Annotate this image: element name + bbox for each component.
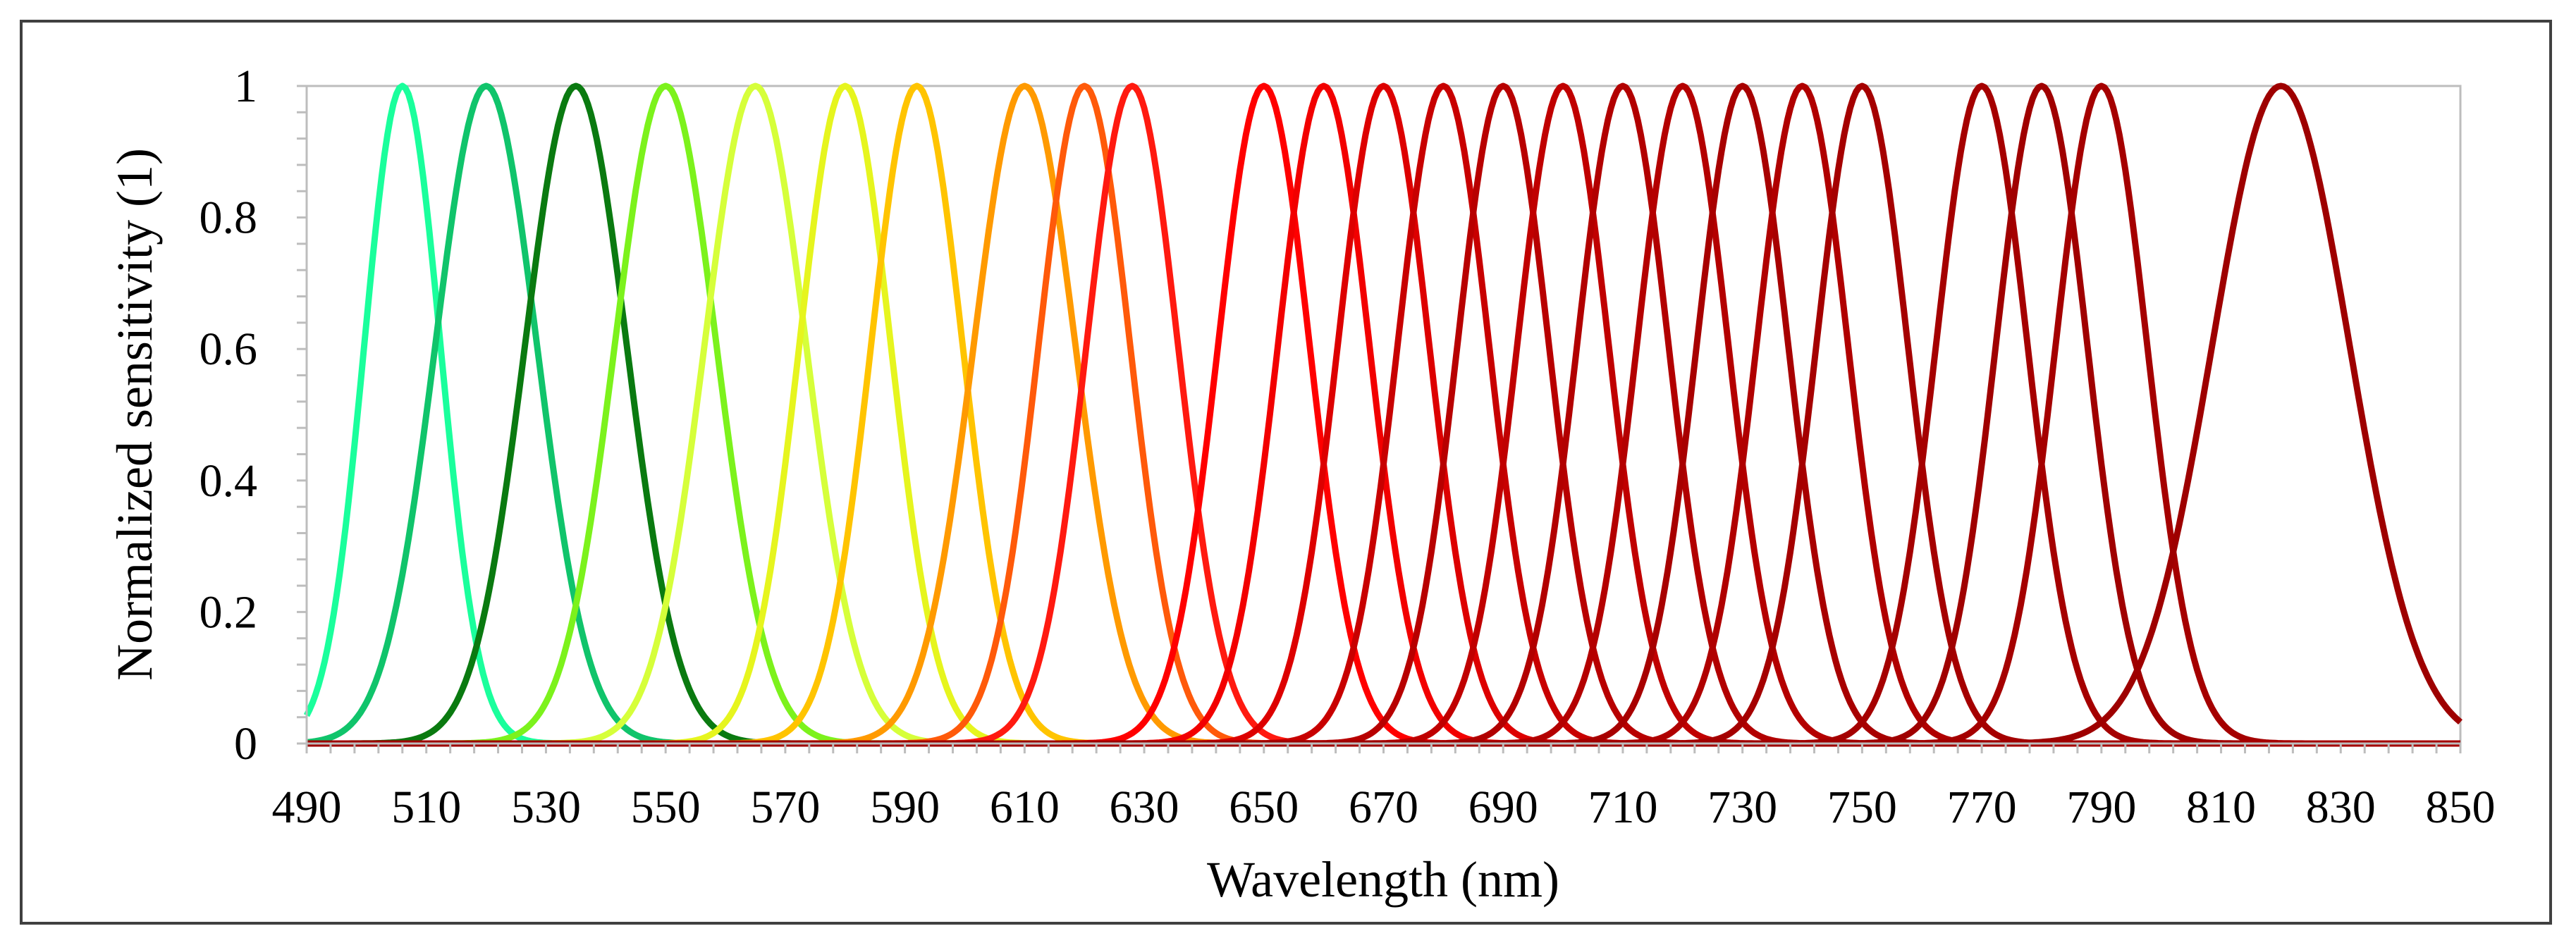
series-curve-9 xyxy=(306,82,2461,747)
x-tick-label: 750 xyxy=(1827,782,1897,833)
x-axis: 490 510 530 550 570 590 610 630 650 670 690 710 730 7… xyxy=(272,742,2496,833)
x-tick-label: 590 xyxy=(870,782,940,833)
y-axis-title: Normalized sensitivity (1) xyxy=(106,148,163,681)
x-tick-label: 690 xyxy=(1468,782,1538,833)
series-curve-15 xyxy=(306,82,2461,747)
series-curve-1 xyxy=(303,82,2461,747)
y-axis: 0 0.2 0.4 0.6 0.8 1 xyxy=(200,61,308,770)
x-tick-label: 650 xyxy=(1229,782,1299,833)
series-curve-6 xyxy=(306,82,2461,747)
x-tick-label: 670 xyxy=(1349,782,1418,833)
series-curve-8 xyxy=(306,82,2461,747)
x-tick-label: 490 xyxy=(272,782,342,833)
series-curve-11 xyxy=(306,82,2461,747)
series-curve-17 xyxy=(306,82,2461,747)
series-curve-19 xyxy=(306,82,2461,747)
x-tick-label: 510 xyxy=(391,782,461,833)
y-tick-label: 0.8 xyxy=(200,192,258,244)
series-curve-4 xyxy=(306,82,2461,747)
x-tick-label: 830 xyxy=(2306,782,2376,833)
series-curve-24 xyxy=(306,82,2461,747)
x-tick-label: 570 xyxy=(750,782,820,833)
series-curve-12 xyxy=(306,82,2461,747)
x-tick-label: 630 xyxy=(1110,782,1179,833)
series-curve-16 xyxy=(306,82,2461,747)
x-axis-title: Wavelength (nm) xyxy=(1207,851,1559,908)
series-curve-2 xyxy=(306,82,2461,747)
x-tick-label: 810 xyxy=(2186,782,2256,833)
series-curve-3 xyxy=(306,82,2461,747)
series-curve-25 xyxy=(306,82,2462,747)
series-curve-22 xyxy=(306,82,2461,747)
series-curve-7 xyxy=(306,82,2461,747)
y-tick-label: 0.2 xyxy=(200,586,258,638)
series-curve-21 xyxy=(306,82,2461,747)
x-tick-label: 850 xyxy=(2426,782,2496,833)
plot-area-border xyxy=(305,85,2462,745)
series-curve-18 xyxy=(306,82,2461,747)
series-curve-14 xyxy=(306,82,2461,747)
y-tick-label: 1 xyxy=(234,61,257,112)
y-tick-label: 0 xyxy=(234,718,257,770)
series-curve-5 xyxy=(306,82,2461,747)
y-tick-label: 0.6 xyxy=(200,323,258,375)
series-curve-13 xyxy=(306,82,2461,747)
x-tick-label: 610 xyxy=(990,782,1060,833)
x-tick-label: 730 xyxy=(1707,782,1777,833)
series-curve-10 xyxy=(306,82,2461,747)
x-tick-label: 790 xyxy=(2066,782,2136,833)
y-tick-label: 0.4 xyxy=(200,455,258,507)
series-curves xyxy=(303,82,2462,747)
x-tick-label: 770 xyxy=(1947,782,2017,833)
x-tick-label: 550 xyxy=(631,782,701,833)
x-tick-label: 530 xyxy=(511,782,581,833)
x-tick-label: 710 xyxy=(1588,782,1657,833)
series-curve-20 xyxy=(306,82,2461,747)
series-curve-23 xyxy=(306,82,2461,747)
